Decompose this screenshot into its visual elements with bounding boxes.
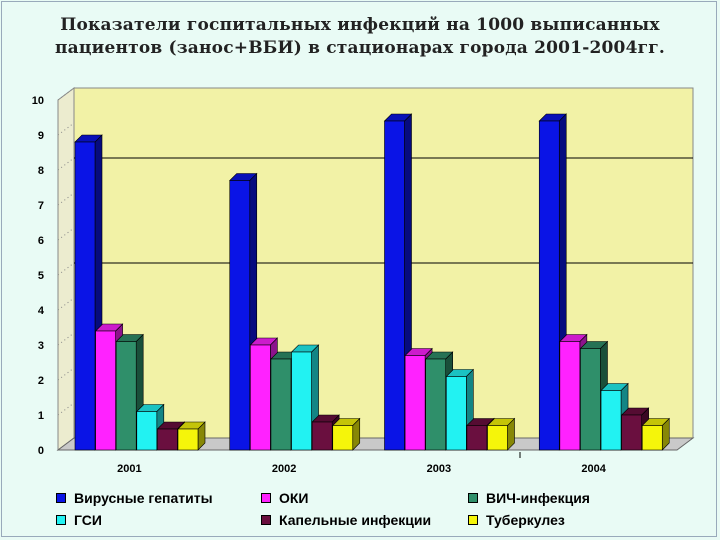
bar [559, 341, 581, 451]
legend-swatch [261, 493, 271, 503]
legend-swatch [468, 515, 478, 525]
y-tick-label: 6 [38, 235, 44, 247]
y-tick-line [57, 402, 75, 416]
chart-title: Показатели госпитальных инфекций на 1000… [40, 14, 680, 60]
y-tick-label: 9 [38, 130, 44, 142]
y-tick-line [57, 367, 75, 381]
bar [621, 414, 642, 451]
legend-swatch [468, 493, 478, 503]
bar [600, 390, 622, 451]
bar [291, 351, 312, 451]
legend-item-viral-hepatitis: Вирусные гепатиты [56, 490, 213, 506]
chart-title-line-2: пациентов (занос+ВБИ) в стационарах горо… [55, 38, 665, 58]
bar [580, 348, 601, 451]
bar [74, 141, 96, 451]
bar [115, 341, 137, 451]
bar [136, 411, 158, 451]
y-tick-line [57, 157, 75, 171]
y-tick-label: 1 [38, 410, 44, 422]
bar [157, 428, 178, 451]
bar [384, 120, 405, 451]
bar [425, 358, 447, 451]
y-tick-label: 5 [38, 270, 44, 282]
y-tick-line [57, 262, 75, 276]
legend-swatch [56, 515, 66, 525]
legend-item-hiv: ВИЧ-инфекция [468, 490, 590, 506]
bar [487, 425, 508, 451]
bar [404, 355, 426, 451]
bar [229, 180, 251, 451]
legend-label: Вирусные гепатиты [74, 490, 213, 506]
y-tick-label: 3 [38, 340, 44, 352]
legend-label: ВИЧ-инфекция [486, 490, 590, 506]
legend-item-tuberculosis: Туберкулез [468, 512, 565, 528]
bar [445, 376, 467, 451]
y-tick-line [57, 192, 75, 206]
bar [270, 358, 292, 451]
y-tick-line [57, 87, 75, 101]
bar [538, 120, 560, 451]
legend-item-oki: ОКИ [261, 490, 309, 506]
x-tick-label: 2003 [427, 463, 451, 475]
x-tick-label: 2004 [581, 463, 606, 475]
bar [95, 330, 116, 451]
y-tick-label: 0 [38, 445, 44, 457]
bar [177, 428, 199, 451]
legend-swatch [56, 493, 66, 503]
bar [641, 425, 663, 451]
y-tick-line [57, 332, 75, 346]
x-tick-label: 2001 [117, 463, 141, 475]
legend-swatch [261, 515, 271, 525]
y-tick-label: 8 [38, 165, 44, 177]
legend-label: ОКИ [279, 490, 309, 506]
y-tick-label: 2 [38, 375, 44, 387]
legend-label: Капельные инфекции [279, 512, 432, 528]
y-tick-line [57, 122, 75, 136]
chart-title-line-1: Показатели госпитальных инфекций на 1000… [60, 15, 660, 35]
y-tick-label: 7 [38, 200, 44, 212]
bar [466, 425, 488, 451]
legend-item-droplet-infections: Капельные инфекции [261, 512, 431, 528]
y-tick-line [57, 227, 75, 241]
bar [250, 344, 271, 451]
bar [311, 421, 333, 451]
bar [332, 425, 354, 451]
legend-item-gsi: ГСИ [56, 512, 102, 528]
x-tick-label: 2002 [272, 463, 296, 475]
y-tick-label: 4 [38, 305, 45, 317]
legend-label: ГСИ [74, 512, 102, 528]
y-tick-line [57, 297, 75, 311]
plot-side-wall [57, 87, 75, 451]
legend-label: Туберкулез [486, 512, 565, 528]
y-tick-label: 10 [32, 95, 44, 107]
